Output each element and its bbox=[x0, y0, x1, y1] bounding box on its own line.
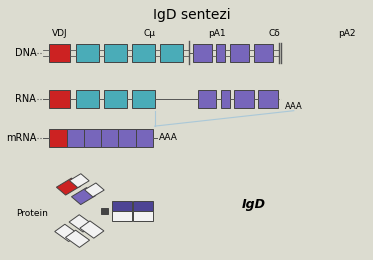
Bar bbox=[230, 44, 249, 62]
Bar bbox=[132, 90, 155, 108]
Bar bbox=[84, 129, 101, 147]
Bar bbox=[216, 44, 225, 62]
Bar bbox=[72, 188, 96, 205]
Bar bbox=[113, 211, 132, 221]
Bar bbox=[258, 90, 278, 108]
Text: DNA: DNA bbox=[15, 48, 36, 58]
Bar bbox=[160, 44, 183, 62]
Bar bbox=[69, 174, 89, 188]
Bar bbox=[67, 129, 84, 147]
Bar bbox=[133, 201, 153, 211]
Bar bbox=[220, 90, 230, 108]
Bar bbox=[234, 90, 254, 108]
Text: VDJ: VDJ bbox=[51, 29, 67, 38]
Bar bbox=[101, 208, 108, 214]
Text: Protein: Protein bbox=[16, 209, 48, 218]
Bar bbox=[118, 129, 136, 147]
Bar bbox=[104, 44, 127, 62]
Bar bbox=[55, 224, 79, 242]
Bar bbox=[254, 44, 273, 62]
Bar bbox=[76, 44, 99, 62]
Bar bbox=[69, 215, 93, 232]
Bar bbox=[76, 90, 99, 108]
Bar bbox=[56, 178, 81, 195]
Bar bbox=[49, 90, 70, 108]
Text: RNA: RNA bbox=[15, 94, 36, 104]
Bar bbox=[193, 44, 212, 62]
Bar bbox=[49, 44, 70, 62]
Bar bbox=[113, 201, 132, 211]
Bar bbox=[66, 230, 90, 248]
Text: IgD sentezi: IgD sentezi bbox=[153, 8, 231, 22]
Bar bbox=[132, 44, 155, 62]
Bar bbox=[80, 221, 104, 238]
Text: AAA: AAA bbox=[159, 133, 178, 142]
Text: Cμ: Cμ bbox=[143, 29, 155, 38]
Bar bbox=[49, 129, 67, 147]
Bar bbox=[198, 90, 216, 108]
Text: pA1: pA1 bbox=[209, 29, 226, 38]
Bar bbox=[101, 129, 118, 147]
Text: Cδ: Cδ bbox=[269, 29, 280, 38]
Text: IgD: IgD bbox=[241, 198, 265, 211]
Text: pA2: pA2 bbox=[338, 29, 355, 38]
Bar bbox=[136, 129, 153, 147]
Bar bbox=[104, 90, 127, 108]
Bar bbox=[133, 211, 153, 221]
Text: mRNA: mRNA bbox=[6, 133, 36, 143]
Text: AAA: AAA bbox=[285, 102, 303, 111]
Bar bbox=[85, 183, 104, 197]
